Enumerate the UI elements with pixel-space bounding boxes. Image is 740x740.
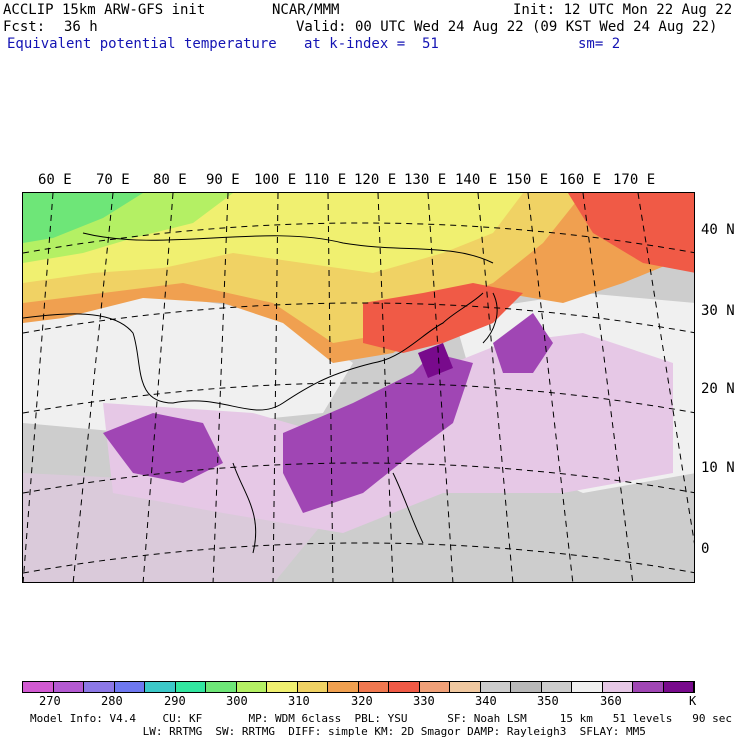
colorbar-tick-340: 340	[475, 694, 497, 708]
lon-label-140e: 140 E	[455, 172, 498, 188]
lat-label-equator: 0	[701, 541, 710, 557]
lon-label-160e: 160 E	[559, 172, 602, 188]
colorbar-swatch-1	[53, 682, 84, 692]
lon-label-110e: 110 E	[304, 172, 347, 188]
field-region-light-west	[23, 293, 353, 433]
colorbar-swatch-13	[419, 682, 450, 692]
colorbar-swatch-10	[328, 682, 359, 692]
colorbar-swatch-2	[84, 682, 115, 692]
map-panel	[22, 192, 695, 583]
colorbar-tick-300: 300	[226, 694, 248, 708]
colorbar-unit: K	[689, 694, 697, 708]
lon-label-90e: 90 E	[206, 172, 240, 188]
smoothing-label: sm= 2	[578, 36, 621, 52]
colorbar-swatch-15	[480, 682, 511, 692]
lat-label-20n: 20 N	[701, 381, 735, 397]
coastline-philippines	[392, 472, 424, 544]
lon-label-150e: 150 E	[506, 172, 549, 188]
coastline-asia	[23, 292, 484, 411]
forecast-hour: 36 h	[64, 19, 98, 35]
field-region-deep-purple	[418, 343, 453, 378]
lon-label-80e: 80 E	[153, 172, 187, 188]
colorbar-swatch-9	[297, 682, 328, 692]
colorbar-swatch-8	[267, 682, 298, 692]
colorbar-swatch-18	[572, 682, 603, 692]
coastline-indochina	[232, 462, 257, 554]
field-region-purple-scs	[283, 353, 473, 513]
colorbar-tick-330: 330	[413, 694, 435, 708]
colorbar-swatch-3	[114, 682, 145, 692]
model-title: ACCLIP 15km ARW-GFS init	[3, 2, 206, 18]
field-region-hot-ne	[568, 193, 694, 273]
field-region-hot-korea	[363, 283, 523, 353]
colorbar-swatch-20	[633, 682, 664, 692]
coastline-japan	[482, 292, 498, 344]
colorbar-swatch-21	[663, 682, 694, 692]
colorbar-swatch-11	[358, 682, 389, 692]
lon-label-170e: 170 E	[613, 172, 656, 188]
lat-label-10n: 10 N	[701, 460, 735, 476]
lon-label-120e: 120 E	[354, 172, 397, 188]
field-region-purple-pacific	[493, 313, 553, 373]
lat-label-30n: 30 N	[701, 303, 735, 319]
institution-label: NCAR/MMM	[272, 2, 340, 18]
model-info-line1: Model Info: V4.4 CU: KF MP: WDM 6class P…	[30, 712, 732, 725]
field-region-purple-bay-of-bengal	[103, 413, 223, 483]
lat-lon-grid	[23, 193, 694, 582]
colorbar-swatch-17	[541, 682, 572, 692]
field-name: Equivalent potential temperature	[7, 36, 277, 52]
colorbar-swatch-16	[511, 682, 542, 692]
colorbar-swatch-4	[145, 682, 176, 692]
lon-label-70e: 70 E	[96, 172, 130, 188]
colorbar-tick-270: 270	[39, 694, 61, 708]
colorbar-swatch-14	[450, 682, 481, 692]
field-region-green	[23, 193, 143, 243]
valid-time: Valid: 00 UTC Wed 24 Aug 22 (09 KST Wed …	[296, 19, 718, 35]
colorbar-swatch-7	[236, 682, 267, 692]
level-label: at k-index = 51	[304, 36, 439, 52]
colorbar-swatch-5	[175, 682, 206, 692]
colorbar	[22, 681, 695, 693]
init-time: Init: 12 UTC Mon 22 Aug 22	[513, 2, 733, 18]
lon-label-130e: 130 E	[404, 172, 447, 188]
colorbar-swatch-19	[602, 682, 633, 692]
lon-label-100e: 100 E	[254, 172, 297, 188]
colorbar-swatch-12	[389, 682, 420, 692]
colorbar-tick-290: 290	[164, 694, 186, 708]
colorbar-tick-310: 310	[288, 694, 310, 708]
grid-lon-170e	[637, 193, 694, 544]
equivalent-potential-temperature-field	[23, 193, 694, 582]
colorbar-tick-360: 360	[600, 694, 622, 708]
model-info-line2: LW: RRTMG SW: RRTMG DIFF: simple KM: 2D …	[30, 725, 646, 738]
forecast-label: Fcst:	[3, 19, 46, 35]
colorbar-swatch-6	[206, 682, 237, 692]
colorbar-tick-350: 350	[537, 694, 559, 708]
lon-label-60e: 60 E	[38, 172, 72, 188]
colorbar-tick-320: 320	[351, 694, 373, 708]
colorbar-tick-280: 280	[101, 694, 123, 708]
colorbar-swatch-0	[23, 682, 54, 692]
lat-label-40n: 40 N	[701, 222, 735, 238]
